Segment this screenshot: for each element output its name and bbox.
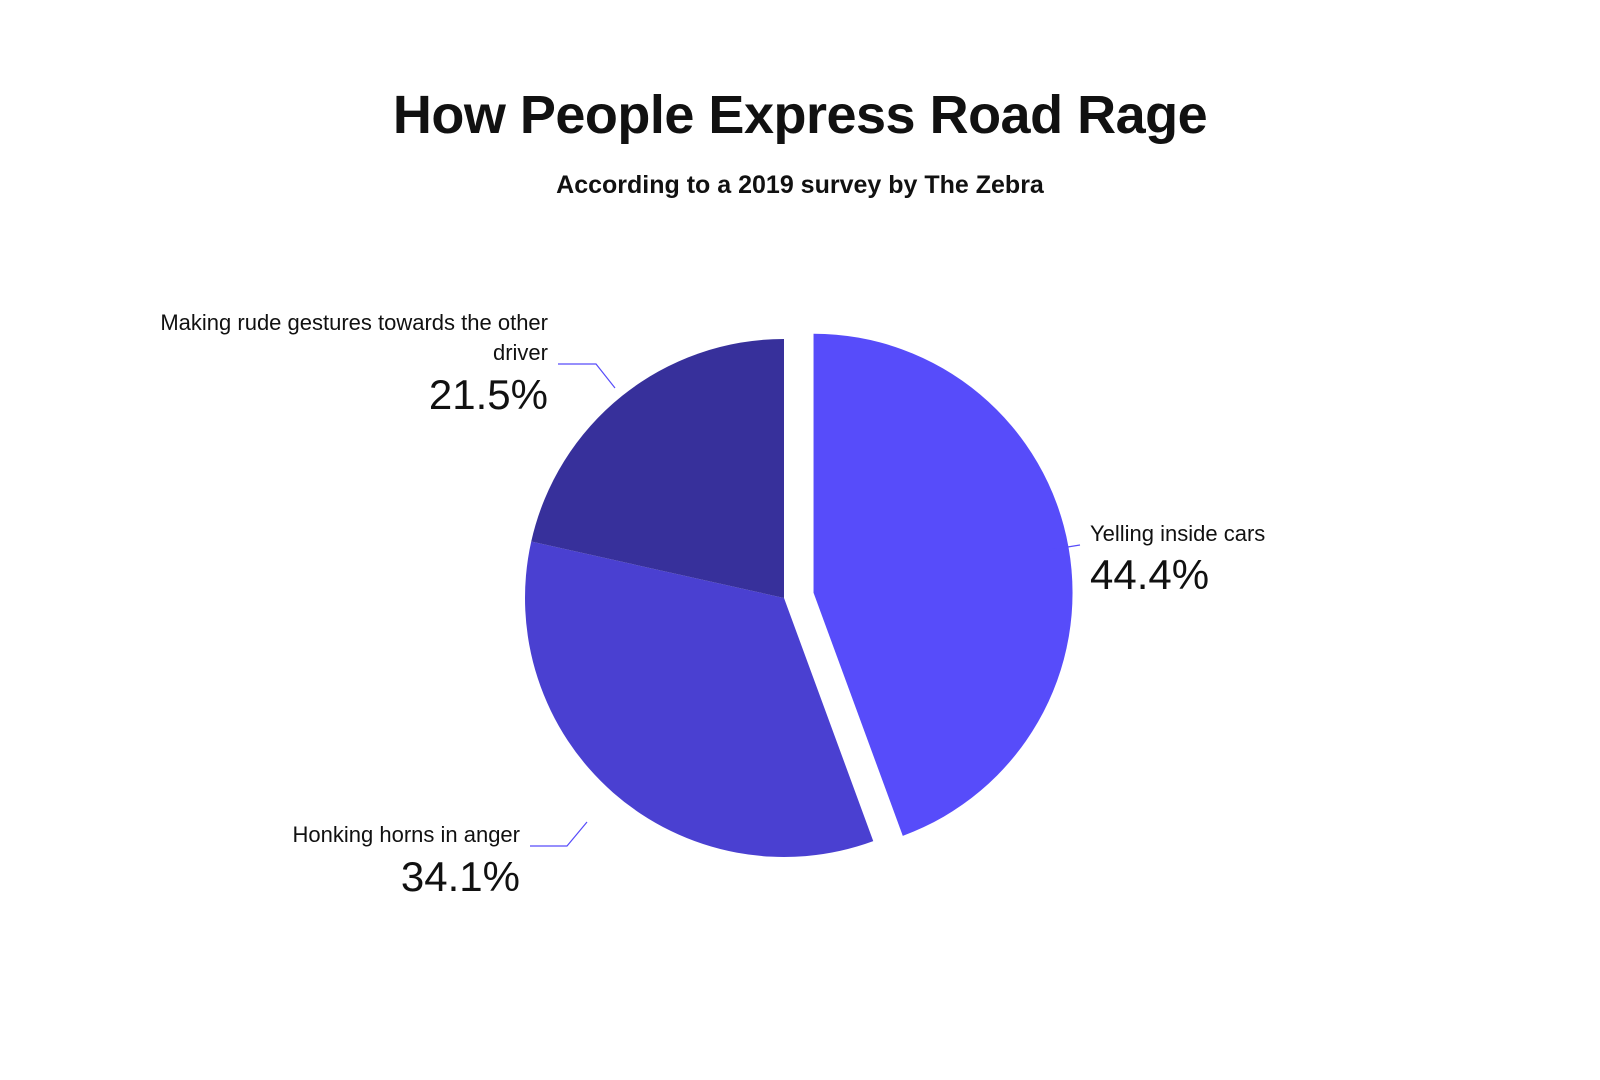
leader-line-yelling-inside-cars [1048, 544, 1081, 551]
chart-title: How People Express Road Rage [392, 85, 1208, 145]
slice-label-making-rude-gestures-towards-the-other-driver: Making rude gestures towards the other dr… [160, 310, 548, 365]
pie-slice-making-rude-gestures-towards-the-other-driver [531, 339, 784, 598]
slice-value-making-rude-gestures-towards-the-other-driver: 21.5% [429, 371, 548, 418]
leader-line-honking-horns-in-anger [530, 821, 588, 847]
slice-label-yelling-inside-cars: Yelling inside cars [1090, 521, 1265, 546]
slice-value-honking-horns-in-anger: 34.1% [401, 853, 520, 900]
leader-line-making-rude-gestures-towards-the-other-driver [558, 363, 616, 389]
pie-slice-honking-horns-in-anger [525, 541, 874, 857]
slice-value-yelling-inside-cars: 44.4% [1090, 551, 1209, 598]
chart-subtitle: According to a 2019 survey by The Zebra [556, 171, 1044, 199]
pie-slice-yelling-inside-cars [813, 333, 1073, 836]
slice-label-honking-horns-in-anger: Honking horns in anger [293, 822, 520, 847]
